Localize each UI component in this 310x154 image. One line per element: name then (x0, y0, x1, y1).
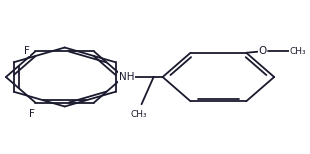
Text: F: F (24, 46, 30, 56)
Text: CH₃: CH₃ (289, 47, 306, 56)
Text: CH₃: CH₃ (130, 109, 147, 119)
Text: NH: NH (119, 72, 134, 82)
Text: F: F (29, 109, 35, 119)
Text: O: O (258, 46, 266, 56)
